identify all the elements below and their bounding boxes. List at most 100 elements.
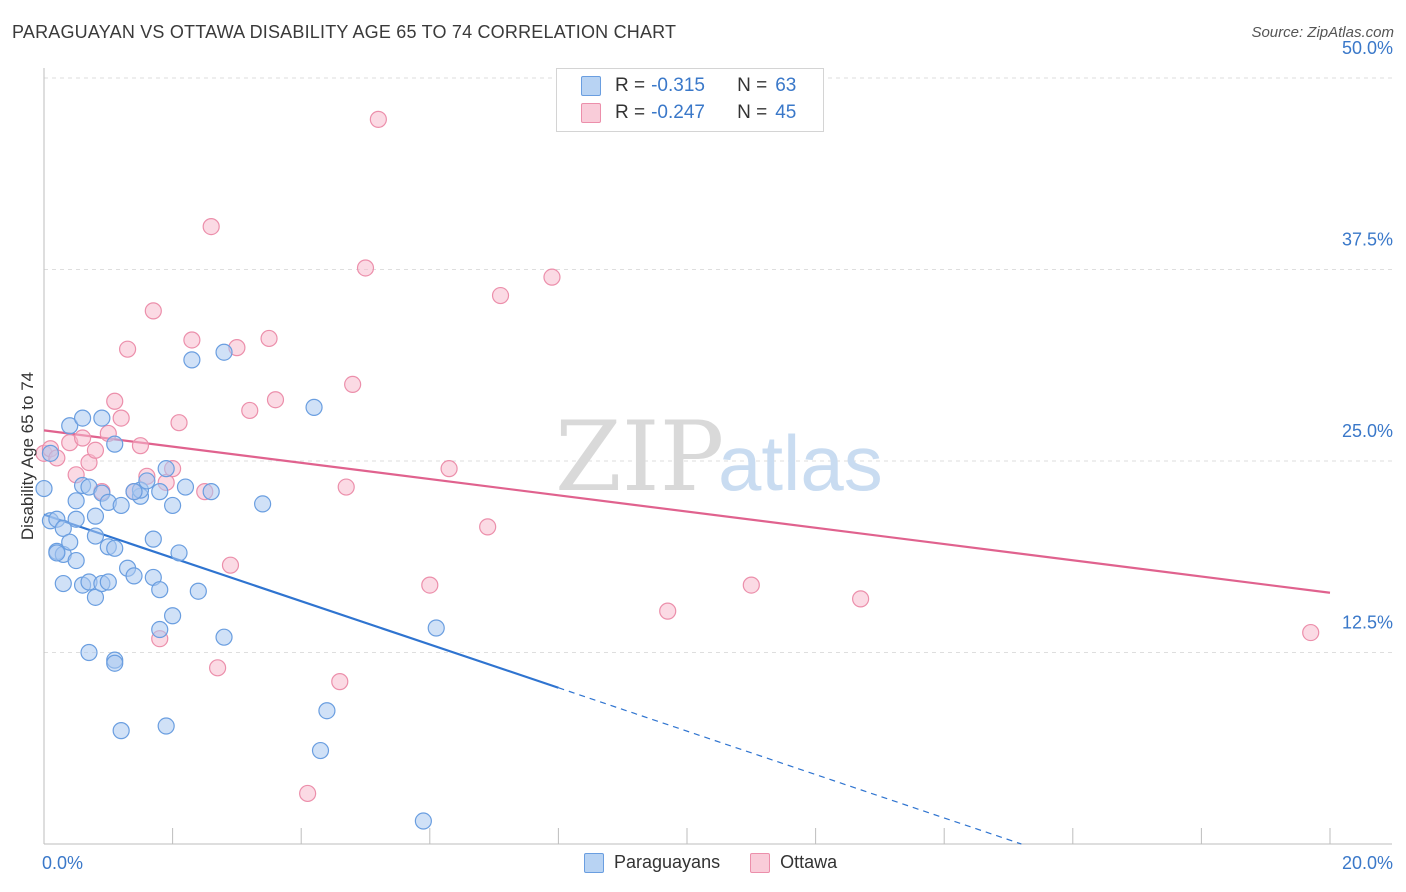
y-tick-label: 37.5% [1342, 230, 1393, 250]
point-paraguayan [86, 507, 105, 525]
point-paraguayan [48, 544, 66, 562]
source-label: Source: ZipAtlas.com [1251, 24, 1394, 41]
point-ottawa [221, 556, 240, 574]
point-ottawa [1302, 623, 1320, 642]
point-paraguayan [164, 496, 182, 515]
point-ottawa [86, 441, 105, 459]
point-ottawa [241, 401, 259, 420]
legend-n-label: N = [737, 102, 768, 123]
trend-lines [43, 429, 1331, 845]
point-paraguayan [67, 551, 85, 570]
data-points [35, 110, 1320, 830]
point-paraguayan [67, 510, 85, 528]
point-paraguayan [318, 702, 336, 720]
watermark-atlas: atlas [718, 419, 883, 507]
chart-title: PARAGUAYAN VS OTTAWA DISABILITY AGE 65 T… [12, 22, 677, 42]
point-paraguayan [157, 717, 175, 735]
point-paraguayan [183, 351, 201, 369]
point-paraguayan [151, 581, 169, 599]
point-ottawa [183, 331, 201, 349]
tick-labels: 12.5% 25.0% 37.5% 50.0% 0.0% 20.0% [42, 38, 1393, 873]
point-paraguayan [61, 533, 79, 551]
point-paraguayan [93, 409, 111, 427]
point-paraguayan [41, 444, 60, 462]
point-ottawa [260, 329, 278, 348]
legend-row-paraguayans: R = -0.315 N = 63 [581, 73, 796, 99]
y-tick-label: 50.0% [1342, 38, 1393, 58]
x-tick-label: 20.0% [1342, 853, 1393, 873]
point-paraguayan [176, 478, 195, 496]
point-ottawa [170, 414, 188, 432]
point-ottawa [421, 576, 439, 594]
legend-r-value: -0.247 [651, 102, 705, 123]
y-tick-label: 25.0% [1342, 421, 1393, 441]
legend-n-label: N = [737, 75, 768, 96]
bottom-legend-swatch-pink [750, 852, 771, 873]
point-paraguayan [151, 483, 169, 501]
point-ottawa [118, 340, 137, 358]
legend-r-value: -0.315 [651, 75, 705, 96]
bottom-legend-swatch-blue [584, 852, 604, 873]
point-ottawa [209, 659, 227, 677]
legend-swatch-blue [581, 76, 601, 96]
point-paraguayan [215, 343, 233, 361]
point-ottawa [543, 268, 561, 286]
point-paraguayan [86, 588, 105, 606]
point-paraguayan [67, 492, 85, 510]
legend-swatch-pink [581, 103, 601, 123]
point-ottawa [491, 286, 510, 305]
point-paraguayan [202, 483, 220, 501]
point-paraguayan [106, 654, 124, 672]
point-ottawa [112, 409, 130, 427]
point-paraguayan [305, 398, 323, 416]
point-paraguayan [215, 628, 233, 646]
point-paraguayan [54, 574, 72, 593]
point-ottawa [479, 518, 497, 536]
legend-r-label: R = [615, 102, 646, 123]
point-paraguayan [125, 483, 143, 501]
point-paraguayan [73, 409, 92, 427]
watermark: ZIP atlas [555, 401, 883, 513]
point-paraguayan [311, 741, 330, 760]
y-axis-label: Disability Age 65 to 74 [18, 371, 37, 541]
point-paraguayan [80, 643, 98, 662]
bottom-legend-paraguayans: Paraguayans [584, 852, 720, 873]
point-paraguayan [125, 567, 143, 585]
point-ottawa [266, 391, 285, 409]
point-ottawa [337, 478, 355, 496]
point-paraguayan [112, 722, 130, 740]
point-paraguayan [112, 496, 130, 515]
point-ottawa [131, 437, 150, 455]
legend-row-ottawa: R = -0.247 N = 45 [581, 100, 796, 126]
point-paraguayan [35, 479, 53, 498]
trend-line-ottawa [43, 429, 1331, 594]
trend-line-paraguayans [43, 513, 559, 689]
point-ottawa [144, 302, 162, 320]
point-paraguayan [106, 435, 124, 453]
bottom-legend-label: Ottawa [780, 852, 838, 872]
point-paraguayan [86, 527, 105, 545]
point-ottawa [106, 392, 124, 410]
point-paraguayan [151, 620, 169, 639]
point-paraguayan [189, 582, 207, 600]
point-ottawa [202, 218, 220, 236]
legend-n-value: 45 [775, 102, 797, 123]
x-tick-label: 0.0% [42, 853, 83, 873]
point-ottawa [440, 460, 458, 478]
trend-line-paraguayans-extension [558, 687, 1022, 845]
point-paraguayan [164, 607, 182, 625]
point-paraguayan [254, 495, 272, 513]
point-paraguayan [427, 619, 445, 637]
point-paraguayan [138, 472, 156, 490]
point-ottawa [852, 590, 870, 608]
point-ottawa [331, 673, 349, 691]
point-ottawa [344, 375, 362, 393]
legend-r-label: R = [615, 75, 646, 96]
legend-n-value: 63 [775, 75, 797, 96]
bottom-legend: Paraguayans Ottawa [584, 852, 867, 873]
point-ottawa [742, 576, 760, 594]
y-tick-label: 12.5% [1342, 613, 1393, 633]
bottom-legend-ottawa: Ottawa [750, 852, 837, 873]
point-ottawa [659, 602, 677, 620]
